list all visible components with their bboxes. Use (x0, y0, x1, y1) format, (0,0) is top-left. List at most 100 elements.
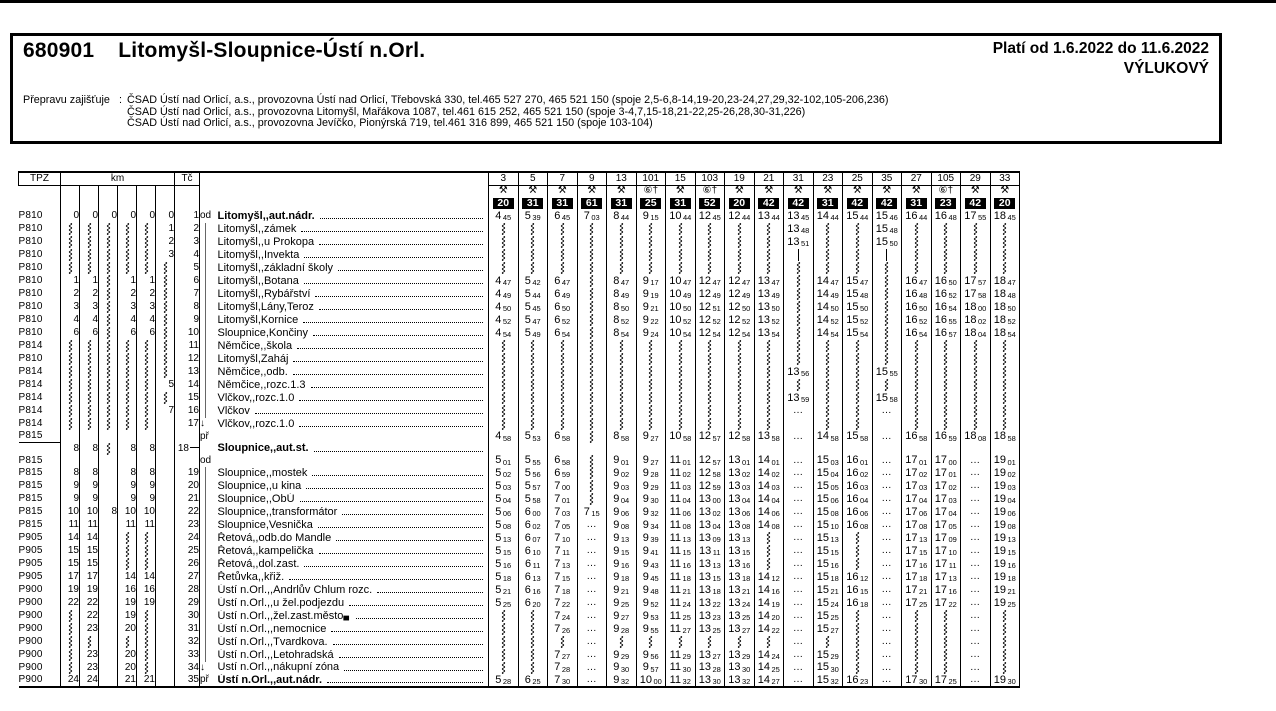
stop-cell: Němčice,,škola (217, 340, 489, 353)
skip-squiggle-icon (106, 223, 110, 236)
stop-name: Litomyšl,Lány,Teroz (217, 300, 314, 313)
time-value: 15 47 (843, 275, 871, 287)
km-cell (117, 544, 137, 558)
time-value: 17 55 (961, 210, 989, 222)
time-cell: 19 08 (989, 518, 1020, 532)
time-value: 14 20 (755, 610, 783, 622)
time-hour: 19 (993, 674, 1006, 686)
stop-cell: Sloupnice,,ObÚ (217, 493, 489, 506)
time-cell: 14 44 (812, 210, 843, 223)
time-minute: 48 (1007, 291, 1016, 301)
time-minute: 04 (918, 496, 928, 506)
time-value: 14 04 (755, 493, 783, 505)
time-value: 18 52 (991, 314, 1019, 326)
time-value: 15 05 (814, 480, 842, 492)
km-cell (117, 391, 137, 405)
time-cell: ... (783, 466, 813, 480)
km-cell (98, 492, 118, 506)
km-cell: 11 (117, 518, 137, 532)
time-cell (901, 635, 931, 649)
time-value: 14 49 (814, 288, 842, 300)
time-hour: 9 (642, 430, 649, 443)
time-value: 9 41 (637, 545, 665, 557)
time-value: 7 27 (548, 649, 576, 661)
arrow-down-icon: ↓ (199, 417, 217, 431)
time-minute: 30 (741, 664, 751, 674)
time-cell: 9 34 (635, 518, 666, 532)
km-cell (155, 261, 175, 275)
time-minute: 43 (650, 561, 659, 571)
km-cell (98, 313, 118, 327)
stop-cell: Sloupnice,,mostek (217, 467, 489, 480)
km-cell (136, 648, 156, 662)
time-hour: 9 (613, 570, 620, 583)
skip-squiggle-icon (87, 249, 91, 262)
route-line (205, 404, 206, 418)
time-cell (547, 352, 577, 366)
time-cell (812, 391, 843, 405)
time-cell: 13 27 (694, 648, 725, 662)
skip-squiggle-icon (678, 405, 682, 418)
km-cell (155, 531, 175, 545)
time-hour: 19 (993, 492, 1006, 505)
time-cell: ... (871, 583, 902, 597)
time-cell: 7 27 (547, 648, 577, 662)
km-cell (155, 635, 175, 649)
stop-cell: Vlčkov,,rozc.1.0 (217, 418, 489, 431)
skip-squiggle-icon (144, 249, 148, 262)
time-minute: 16 (741, 561, 751, 571)
stop-name-row: Litomyšl,,u Prokopa (217, 236, 489, 248)
time-hour: 6 (554, 287, 561, 300)
time-cell: ... (783, 661, 813, 675)
time-hour: 16 (934, 326, 947, 339)
time-minute: 07 (532, 535, 541, 545)
operator-line: ČSAD Ústí nad Orlicí, a.s., provozovna J… (127, 117, 653, 130)
time-hour: 5 (524, 492, 531, 505)
skip-squiggle-icon (973, 405, 977, 418)
km-cell (117, 222, 137, 236)
time-cell (812, 235, 843, 249)
km-cell (60, 248, 80, 262)
stop-row: P814 7 16 Vlčkov...... (19, 404, 1020, 418)
time-minute: 08 (741, 522, 751, 532)
dotted-leader (317, 527, 483, 529)
stop-name-row: Litomyšl,Lány,Teroz (217, 300, 489, 313)
time-hour: 13 (757, 274, 770, 287)
time-cell: 17 02 (930, 479, 961, 493)
km-cell (98, 404, 118, 418)
time-value: 5 04 (489, 493, 517, 505)
time-minute: 18 (712, 587, 721, 597)
km-cell (98, 442, 118, 455)
time-cell (724, 248, 754, 262)
time-minute: 59 (800, 395, 810, 405)
skip-squiggle-icon (973, 392, 977, 405)
time-minute: 15 (561, 574, 571, 584)
time-cell (576, 365, 607, 379)
time-value: 17 11 (932, 558, 960, 570)
stop-name: Vlčkov (217, 404, 250, 417)
time-cell: 10 44 (665, 210, 695, 223)
route-line (205, 544, 206, 558)
stop-name: Sloupnice,,ObÚ (217, 492, 295, 505)
time-hour: 15 (816, 583, 829, 596)
skip-squiggle-icon (68, 379, 72, 392)
time-cell (901, 661, 931, 675)
time-minute: 13 (918, 535, 928, 545)
time-minute: 54 (948, 304, 957, 314)
tpz-cell: P810 (18, 275, 43, 287)
time-cell: 11 27 (665, 622, 695, 636)
km-cell: 19 (117, 609, 137, 623)
time-cell: 13 04 (694, 518, 725, 532)
time-cell: ... (576, 609, 607, 623)
time-cell: 9 29 (606, 648, 636, 662)
time-cell: 5 58 (517, 492, 548, 506)
stop-name-row: Litomyšl,Kornice (217, 314, 489, 326)
km-cell: 3 (79, 300, 99, 314)
time-cell: 4 47 (488, 274, 518, 288)
time-hour: 10 (669, 287, 682, 300)
time-hour: 19 (993, 596, 1006, 609)
skip-squiggle-icon (855, 262, 859, 275)
km-cell (117, 378, 137, 392)
stop-name-row: Sloupnice,Končiny (217, 327, 489, 339)
time-cell: 13 02 (694, 505, 725, 519)
